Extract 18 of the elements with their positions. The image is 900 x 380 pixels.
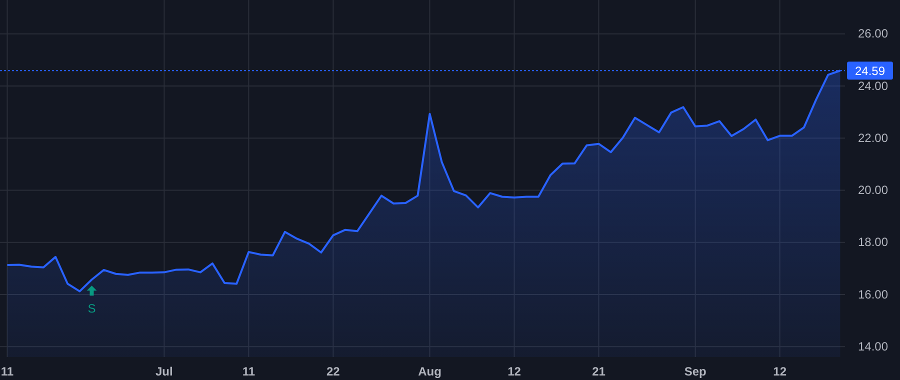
annotation: S [88,302,96,316]
x-tick-label: Aug [418,364,442,379]
y-tick-label: 24.00 [858,78,888,93]
x-tick-label: 12 [508,364,522,379]
y-tick-label: 14.00 [858,339,888,354]
y-tick-label: 16.00 [858,287,888,302]
y-tick-label: 22.00 [858,130,888,145]
x-tick-label: 11 [0,364,14,379]
x-tick-label: 12 [773,364,787,379]
x-tick-label: 22 [326,364,340,379]
ref-line-label: 24.59 [854,64,886,78]
x-tick-label: Sep [684,364,706,379]
x-tick-label: Jul [156,364,173,379]
x-tick-label: 21 [592,364,606,379]
x-tick-label: 11 [242,364,256,379]
y-tick-label: 20.00 [858,183,888,198]
y-tick-label: 18.00 [858,235,888,250]
y-tick-label: 26.00 [858,26,888,41]
